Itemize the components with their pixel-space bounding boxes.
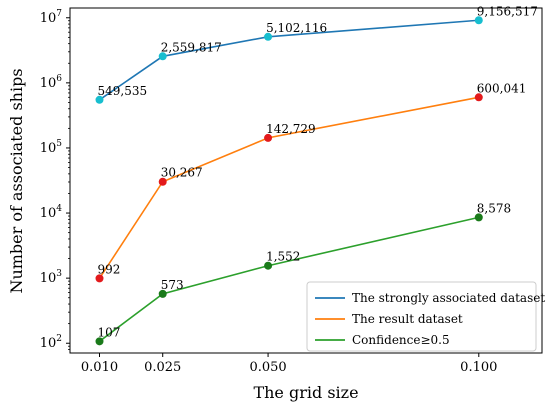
- y-tick-label: 104: [40, 204, 63, 221]
- data-labels-layer: 549,535 2,559,817 5,102,116 9,156,517 992 30,…: [98, 4, 538, 339]
- y-axis-ticks: 102 103 104 105 106 107: [40, 9, 70, 351]
- data-label: 600,041: [477, 81, 527, 95]
- legend-label-result: The result dataset: [352, 312, 463, 326]
- data-label: 549,535: [98, 84, 148, 98]
- data-label: 30,267: [161, 166, 203, 180]
- data-point: [158, 177, 167, 186]
- y-tick-label: 103: [40, 269, 63, 286]
- y-tick-label: 102: [40, 334, 62, 351]
- data-label: 8,578: [477, 201, 511, 215]
- data-point: [474, 16, 483, 25]
- data-point: [474, 93, 483, 102]
- legend-box: [306, 281, 537, 352]
- data-point: [264, 32, 273, 41]
- x-axis-ticks: 0.010 0.025 0.050 0.100: [81, 353, 497, 375]
- series-line-2: [99, 216, 479, 342]
- data-label: 142,729: [266, 122, 316, 136]
- data-point: [95, 95, 104, 104]
- data-point: [264, 261, 273, 270]
- legend: The strongly associated dataset The resu…: [306, 281, 545, 352]
- data-label: 9,156,517: [477, 4, 538, 18]
- data-point: [264, 133, 273, 142]
- data-label: 107: [98, 325, 121, 339]
- series-line-1: [98, 96, 479, 279]
- data-label: 1,552: [266, 250, 300, 264]
- y-tick-label: 107: [40, 9, 63, 26]
- legend-label-strongly-associated: The strongly associated dataset: [352, 291, 545, 305]
- legend-label-confidence: Confidence≥0.5: [352, 333, 450, 347]
- data-point: [95, 337, 104, 346]
- data-point: [158, 289, 167, 298]
- y-axis-title: Number of associated ships: [7, 68, 26, 293]
- plot-frame: [69, 7, 543, 354]
- x-tick-label: 0.010: [81, 360, 118, 375]
- data-point: [158, 52, 167, 61]
- data-label: 5,102,116: [266, 21, 327, 35]
- data-label: 573: [161, 278, 184, 292]
- data-label: 2,559,817: [161, 40, 222, 54]
- data-point: [474, 213, 483, 222]
- x-axis-title: The grid size: [253, 383, 358, 402]
- data-point: [95, 274, 104, 283]
- y-tick-label: 105: [40, 139, 63, 156]
- x-tick-label: 0.050: [249, 360, 286, 375]
- series-layer: [95, 16, 483, 346]
- series-line-0: [99, 19, 479, 101]
- y-tick-label: 106: [40, 74, 63, 91]
- x-tick-label: 0.100: [460, 360, 497, 375]
- x-tick-label: 0.025: [144, 360, 181, 375]
- data-label: 992: [98, 262, 121, 276]
